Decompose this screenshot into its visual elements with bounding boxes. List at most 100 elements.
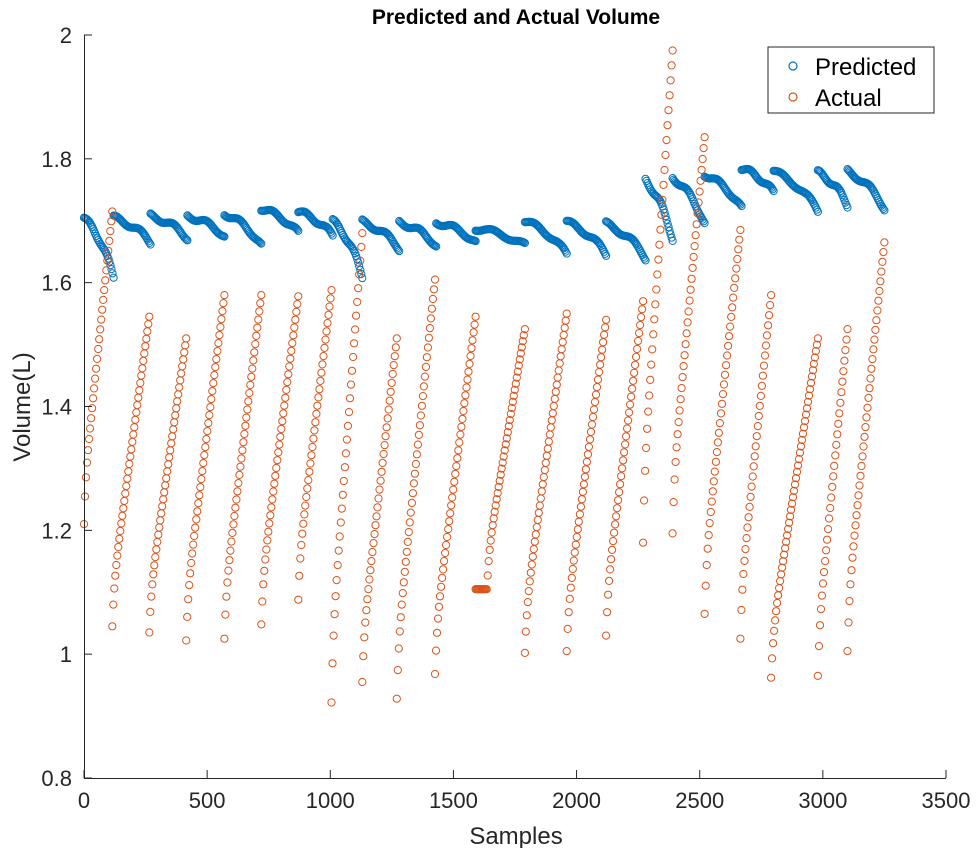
data-point — [284, 370, 293, 379]
data-point — [514, 361, 523, 370]
data-point — [549, 401, 558, 411]
data-point — [324, 310, 333, 319]
data-point — [122, 482, 131, 491]
data-point — [173, 397, 182, 406]
data-point — [871, 325, 880, 334]
data-point — [658, 195, 667, 204]
legend: Predicted Actual — [767, 46, 935, 114]
data-point — [562, 647, 571, 656]
data-point — [672, 443, 681, 452]
data-point — [454, 446, 463, 455]
data-point — [507, 403, 516, 413]
data-point — [782, 537, 791, 546]
data-point — [430, 275, 440, 284]
data-point — [657, 210, 666, 219]
data-point — [669, 498, 678, 507]
data-point — [520, 325, 530, 334]
data-point — [148, 580, 157, 589]
data-point — [109, 600, 118, 609]
data-point — [442, 540, 451, 550]
data-point — [304, 476, 313, 485]
y-tick-label: 1.6 — [41, 271, 72, 296]
data-point — [358, 229, 367, 238]
data-point — [270, 479, 279, 488]
data-point — [396, 613, 405, 622]
data-point — [829, 472, 838, 481]
data-point — [492, 495, 501, 504]
data-point — [833, 430, 842, 439]
data-point — [649, 330, 658, 339]
data-point — [661, 150, 670, 160]
data-point — [82, 458, 92, 467]
data-point — [494, 482, 503, 491]
data-point — [849, 542, 858, 551]
data-point — [93, 354, 102, 363]
data-point — [295, 571, 304, 580]
data-point — [499, 452, 508, 461]
data-point — [860, 432, 869, 441]
data-point — [562, 309, 571, 318]
data-point — [331, 592, 340, 601]
data-point — [333, 561, 342, 570]
data-point — [360, 633, 369, 642]
data-point — [291, 315, 300, 324]
data-point — [827, 493, 836, 502]
y-tick-label: 1 — [60, 642, 72, 667]
data-point — [589, 405, 599, 414]
data-point — [535, 501, 544, 510]
data-point — [700, 133, 709, 142]
data-point — [386, 387, 395, 396]
data-point — [294, 226, 303, 235]
data-point — [731, 274, 740, 283]
data-point — [545, 430, 554, 439]
data-point — [750, 452, 759, 461]
data-point — [332, 576, 341, 585]
data-point — [751, 442, 760, 451]
data-point — [824, 525, 833, 534]
data-point — [96, 325, 105, 334]
data-point — [676, 395, 685, 404]
data-point — [185, 581, 194, 590]
data-point — [720, 370, 730, 379]
data-point — [727, 312, 736, 321]
data-point — [210, 371, 219, 380]
data-point — [389, 361, 398, 370]
data-point — [262, 545, 271, 554]
data-point — [431, 646, 441, 655]
data-point — [582, 457, 592, 466]
data-point — [259, 580, 268, 589]
data-point — [235, 470, 244, 479]
data-point — [678, 373, 687, 382]
data-point — [513, 367, 522, 376]
data-point — [366, 566, 375, 575]
data-point — [346, 240, 355, 249]
data-point — [171, 411, 180, 420]
data-point — [730, 283, 739, 292]
data-point — [766, 301, 775, 310]
data-point — [804, 192, 814, 201]
legend-marker-actual — [788, 92, 798, 102]
data-point — [299, 519, 308, 528]
data-point — [180, 348, 189, 357]
data-point — [97, 315, 106, 324]
data-point — [573, 525, 582, 534]
data-point — [740, 556, 749, 566]
data-point — [181, 341, 190, 350]
data-point — [717, 399, 727, 408]
data-point — [597, 353, 606, 362]
data-point — [639, 538, 648, 547]
data-point — [350, 339, 359, 348]
data-point — [547, 416, 556, 425]
data-point — [867, 364, 876, 373]
data-point — [694, 198, 703, 207]
data-point — [281, 393, 290, 402]
data-point — [666, 76, 675, 85]
data-point — [664, 106, 673, 115]
data-point — [732, 264, 741, 273]
data-point — [836, 186, 845, 195]
data-point — [733, 254, 742, 264]
data-point — [792, 467, 802, 476]
data-point — [145, 238, 154, 247]
data-point — [90, 384, 99, 393]
data-point — [182, 235, 191, 244]
